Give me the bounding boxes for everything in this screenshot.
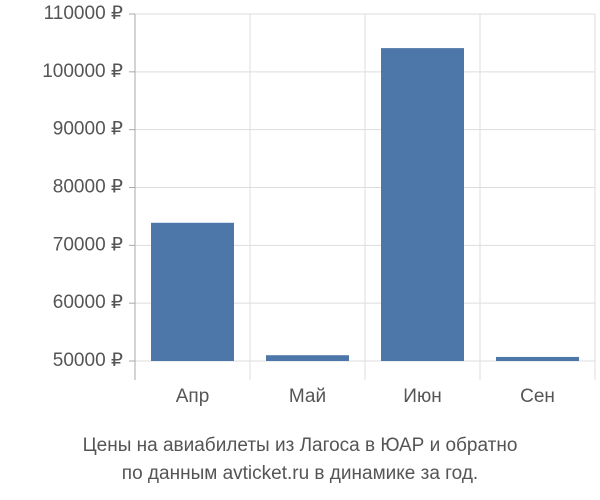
bar — [381, 48, 464, 361]
x-tick-label: Сен — [520, 386, 555, 407]
x-tick-label: Июн — [403, 386, 441, 407]
y-tick-label: 110000 ₽ — [44, 3, 123, 24]
bar — [266, 355, 349, 361]
y-tick-label: 100000 ₽ — [42, 61, 123, 82]
chart-subtitle: по данным avticket.ru в динамике за год. — [122, 463, 478, 484]
y-tick-label: 80000 ₽ — [53, 177, 123, 198]
x-tick-label: Апр — [176, 386, 210, 407]
y-tick-label: 90000 ₽ — [53, 119, 123, 140]
bar — [151, 222, 234, 361]
chart-title: Цены на авиабилеты из Лагоса в ЮАР и обр… — [83, 435, 518, 456]
y-tick-label: 70000 ₽ — [53, 234, 123, 255]
y-tick-label: 60000 ₽ — [53, 292, 123, 313]
bar — [496, 356, 579, 361]
y-tick-label: 50000 ₽ — [53, 350, 123, 371]
x-tick-label: Май — [289, 386, 326, 407]
